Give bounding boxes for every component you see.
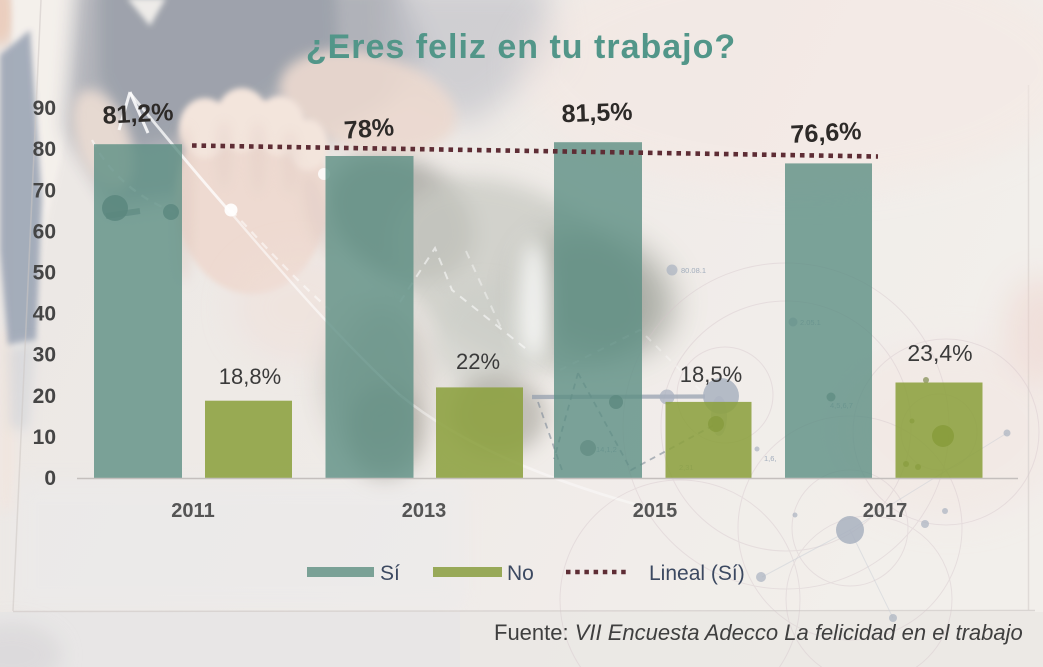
svg-text:50: 50 bbox=[33, 262, 56, 285]
svg-text:30: 30 bbox=[33, 344, 56, 367]
svg-text:76,6%: 76,6% bbox=[790, 117, 862, 149]
svg-text:1,6,: 1,6, bbox=[764, 454, 777, 463]
svg-text:0: 0 bbox=[44, 467, 56, 490]
svg-text:80: 80 bbox=[33, 138, 56, 161]
svg-text:80.08.1: 80.08.1 bbox=[681, 266, 706, 275]
svg-text:10: 10 bbox=[33, 426, 56, 449]
svg-text:23,4%: 23,4% bbox=[907, 340, 972, 366]
svg-text:Lineal (Sí): Lineal (Sí) bbox=[649, 562, 745, 585]
svg-text:18,5%: 18,5% bbox=[680, 362, 742, 387]
svg-text:90: 90 bbox=[33, 97, 56, 120]
svg-text:No: No bbox=[507, 562, 534, 585]
svg-text:Sí: Sí bbox=[380, 562, 400, 585]
svg-text:40: 40 bbox=[33, 303, 56, 326]
svg-text:20: 20 bbox=[33, 385, 56, 408]
svg-text:78%: 78% bbox=[343, 113, 395, 144]
svg-text:2017: 2017 bbox=[863, 500, 908, 522]
svg-text:60: 60 bbox=[33, 220, 56, 243]
svg-text:Fuente: VII Encuesta Adecco La: Fuente: VII Encuesta Adecco La felicidad… bbox=[494, 620, 1023, 645]
svg-text:81,5%: 81,5% bbox=[561, 98, 633, 128]
svg-text:2013: 2013 bbox=[402, 500, 447, 522]
svg-text:22%: 22% bbox=[456, 349, 500, 374]
svg-text:18,8%: 18,8% bbox=[219, 364, 281, 389]
svg-text:81,2%: 81,2% bbox=[102, 98, 174, 130]
svg-text:¿Eres feliz en tu trabajo?: ¿Eres feliz en tu trabajo? bbox=[306, 28, 736, 66]
svg-text:2011: 2011 bbox=[171, 500, 214, 522]
svg-text:2015: 2015 bbox=[633, 500, 678, 522]
svg-text:70: 70 bbox=[33, 179, 56, 202]
